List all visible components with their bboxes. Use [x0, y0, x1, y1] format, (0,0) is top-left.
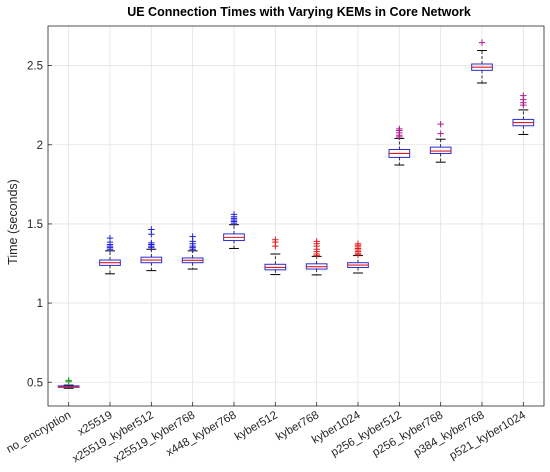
box-group [264, 236, 287, 276]
outlier-marker [437, 130, 444, 137]
box-group [471, 39, 493, 84]
box-group [429, 120, 452, 163]
outlier-marker [106, 234, 114, 242]
y-tick-label: 1 [37, 298, 43, 310]
outlier-marker [313, 238, 320, 245]
box [429, 146, 452, 154]
outlier-marker [148, 226, 155, 233]
outlier-marker [437, 120, 444, 128]
box-group [99, 234, 121, 275]
axes-frame [47, 25, 545, 407]
outlier-marker [230, 211, 238, 218]
y-axis-label: Time (seconds) [6, 179, 20, 265]
box-group [223, 211, 245, 249]
box-group [181, 233, 204, 270]
box-group [140, 226, 163, 272]
outlier-marker [272, 236, 279, 243]
y-tick-label: 1.5 [27, 219, 43, 231]
y-axis: 0.5 1 1.5 2 2.5 [27, 61, 52, 389]
outlier-marker [520, 92, 527, 99]
chart-title: UE Connection Times with Varying KEMs in… [127, 5, 471, 19]
outlier-marker [478, 39, 486, 46]
outlier-marker [65, 378, 72, 385]
y-tick-label: 2 [37, 140, 43, 152]
y-tick-label: 2.5 [27, 61, 43, 73]
y-tick-label: 0.5 [27, 377, 43, 389]
box-group [347, 240, 369, 274]
outlier-marker [396, 125, 403, 133]
box-group [388, 125, 411, 166]
plot-series [57, 39, 535, 389]
box-group [57, 377, 80, 389]
outlier-marker [189, 233, 196, 240]
outlier-marker [354, 240, 362, 247]
outlier-marker [148, 239, 155, 247]
box-group [305, 238, 328, 276]
box-group [512, 92, 535, 135]
